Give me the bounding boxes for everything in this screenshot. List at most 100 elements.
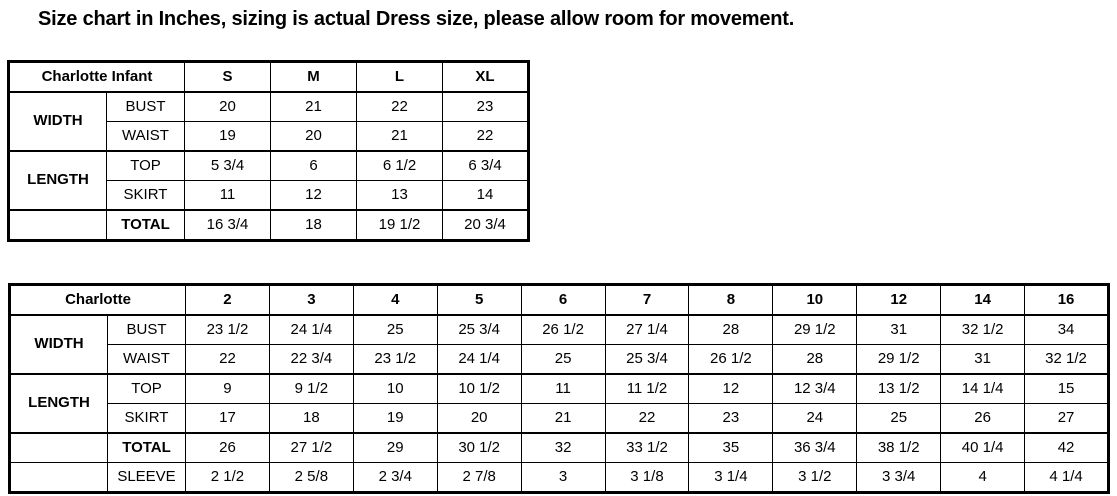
table-row: TOTAL 16 3/4 18 19 1/2 20 3/4: [8, 209, 529, 241]
value-cell: 18: [270, 209, 357, 241]
measure-group-cell: LENGTH: [9, 373, 108, 434]
size-header-cell: 5: [436, 284, 522, 316]
value-cell: 21: [520, 403, 606, 434]
measure-label-cell: SKIRT: [106, 180, 185, 211]
size-header-cell: 2: [185, 284, 270, 316]
size-header-cell: XL: [442, 61, 529, 93]
value-cell: 12 3/4: [772, 373, 858, 404]
table-row: LENGTH TOP 9 9 1/2 10 10 1/2 11 11 1/2 12 12 3/4 1…: [9, 373, 1109, 434]
measure-group-cell: WIDTH: [9, 314, 108, 375]
value-cell: 6: [270, 150, 357, 181]
value-cell: 19: [352, 403, 438, 434]
size-header-cell: 4: [352, 284, 438, 316]
value-cell: 28: [688, 314, 774, 345]
empty-group-cell: [9, 462, 108, 493]
value-cell: 14: [442, 180, 529, 211]
value-cell: 5 3/4: [184, 150, 271, 181]
value-cell: 26: [185, 432, 270, 463]
value-cell: 18: [268, 403, 354, 434]
size-header-cell: 10: [772, 284, 858, 316]
measure-label-cell: BUST: [106, 91, 185, 122]
value-cell: 14 1/4: [940, 373, 1026, 404]
table-row: TOTAL 26 27 1/2 29 30 1/2 32 33 1/2 35 36 3/4 38 …: [9, 432, 1109, 463]
measure-label-cell: TOTAL: [107, 432, 186, 463]
value-cell: 6 3/4: [442, 150, 529, 181]
size-header-cell: S: [184, 61, 271, 93]
value-cell: 35: [688, 432, 774, 463]
value-cell: 25: [520, 344, 606, 375]
value-cell: 38 1/2: [856, 432, 942, 463]
header-row: Charlotte Infant S M L XL: [8, 61, 529, 93]
charlotte-size-table: Charlotte 2 3 4 5 6 7 8 10 12 14 16 WIDTH BUST 23 1/2 2…: [8, 283, 1110, 494]
measure-label-cell: TOP: [106, 150, 185, 181]
value-cell: 24 1/4: [436, 344, 522, 375]
size-header-cell: 3: [268, 284, 354, 316]
value-cell: 2 7/8: [436, 462, 522, 493]
value-cell: 25 3/4: [436, 314, 522, 345]
value-cell: 26 1/2: [520, 314, 606, 345]
value-cell: 11 1/2: [604, 373, 690, 404]
value-cell: 12: [688, 373, 774, 404]
value-cell: 2 1/2: [185, 462, 270, 493]
value-cell: 25 3/4: [604, 344, 690, 375]
value-cell: 4: [940, 462, 1026, 493]
table-row: LENGTH TOP 5 3/4 6 6 1/2 6 3/4: [8, 150, 529, 211]
charlotte-infant-size-table: Charlotte Infant S M L XL WIDTH BUST 20 21 22 23 WA…: [7, 60, 530, 242]
value-cell: 13: [356, 180, 443, 211]
measure-label-cell: TOP: [107, 373, 186, 404]
value-cell: 27: [1024, 403, 1109, 434]
table-row: SLEEVE 2 1/2 2 5/8 2 3/4 2 7/8 3 3 1/8 3 1/4 3 1…: [9, 462, 1109, 493]
value-cell: 20: [436, 403, 522, 434]
value-cell: 24 1/4: [268, 314, 354, 345]
value-cell: 22: [185, 344, 270, 375]
value-cell: 11: [184, 180, 271, 211]
page-title: Size chart in Inches, sizing is actual D…: [38, 8, 795, 30]
header-row: Charlotte 2 3 4 5 6 7 8 10 12 14 16: [9, 284, 1109, 316]
value-cell: 30 1/2: [436, 432, 522, 463]
measure-label-cell: SKIRT: [107, 403, 186, 434]
value-cell: 27 1/4: [604, 314, 690, 345]
value-cell: 19 1/2: [356, 209, 443, 241]
value-cell: 20 3/4: [442, 209, 529, 241]
value-cell: 32 1/2: [1024, 344, 1109, 375]
value-cell: 10 1/2: [436, 373, 522, 404]
measure-label-cell: WAIST: [106, 121, 185, 152]
size-header-cell: 12: [856, 284, 942, 316]
value-cell: 20: [184, 91, 271, 122]
value-cell: 31: [940, 344, 1026, 375]
value-cell: 19: [184, 121, 271, 152]
value-cell: 42: [1024, 432, 1109, 463]
value-cell: 36 3/4: [772, 432, 858, 463]
size-header-cell: 8: [688, 284, 774, 316]
value-cell: 20: [270, 121, 357, 152]
value-cell: 22 3/4: [268, 344, 354, 375]
table-row: WIDTH BUST 20 21 22 23: [8, 91, 529, 152]
value-cell: 34: [1024, 314, 1109, 345]
value-cell: 3 1/2: [772, 462, 858, 493]
value-cell: 22: [356, 91, 443, 122]
size-header-cell: 14: [940, 284, 1026, 316]
value-cell: 4 1/4: [1024, 462, 1109, 493]
value-cell: 9: [185, 373, 270, 404]
value-cell: 40 1/4: [940, 432, 1026, 463]
value-cell: 16 3/4: [184, 209, 271, 241]
value-cell: 2 5/8: [268, 462, 354, 493]
value-cell: 12: [270, 180, 357, 211]
value-cell: 17: [185, 403, 270, 434]
value-cell: 32 1/2: [940, 314, 1026, 345]
empty-group-cell: [9, 432, 108, 463]
table-row: SKIRT 17 18 19 20 21 22 23 24 25 26 27: [10, 403, 1109, 434]
charlotte-infant-table-name-cell: Charlotte Infant: [8, 61, 185, 93]
value-cell: 2 3/4: [352, 462, 438, 493]
measure-label-cell: TOTAL: [106, 209, 185, 241]
size-header-cell: 16: [1024, 284, 1109, 316]
measure-label-cell: WAIST: [107, 344, 186, 375]
value-cell: 23 1/2: [352, 344, 438, 375]
value-cell: 29 1/2: [772, 314, 858, 345]
size-header-cell: 7: [604, 284, 690, 316]
measure-label-cell: SLEEVE: [107, 462, 186, 493]
size-header-cell: 6: [520, 284, 606, 316]
value-cell: 10: [352, 373, 438, 404]
value-cell: 3 1/4: [688, 462, 774, 493]
